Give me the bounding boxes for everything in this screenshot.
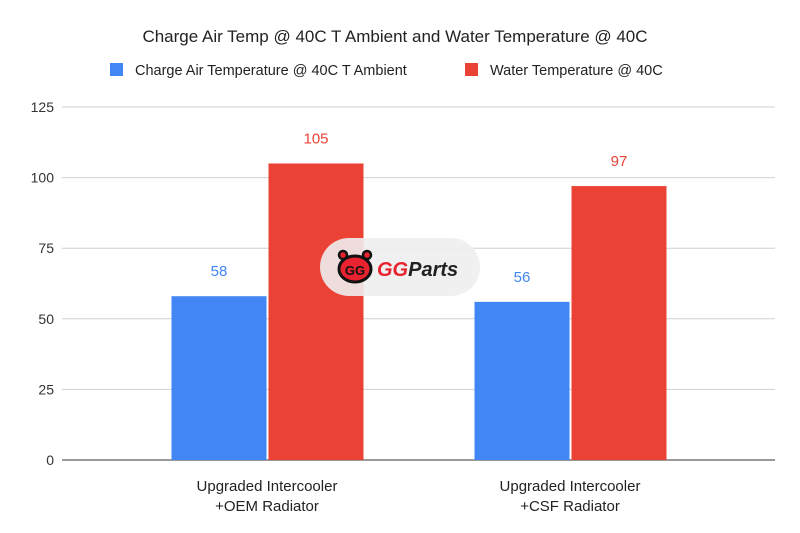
bars: 58 105 56 97 [171,130,667,461]
mascot-icon: GG [337,249,373,284]
y-tick-label: 125 [31,99,55,115]
x-tick-label: Upgraded Intercooler [500,478,641,495]
data-label: 56 [514,269,531,286]
svg-text:GG: GG [345,263,365,278]
bar [171,296,267,460]
data-label: 58 [211,263,228,280]
y-tick-label: 25 [38,381,54,397]
legend-label: Charge Air Temperature @ 40C T Ambient [135,63,407,79]
chart-title: Charge Air Temp @ 40C T Ambient and Wate… [142,27,647,46]
x-axis-labels: Upgraded Intercooler +OEM Radiator Upgrade… [197,478,641,515]
x-tick-label: +OEM Radiator [215,498,319,515]
watermark-text: GGParts [377,259,458,281]
y-tick-label: 0 [46,452,54,468]
bar [571,186,667,460]
data-label: 105 [303,130,328,147]
y-tick-label: 50 [38,311,54,327]
data-label: 97 [611,153,628,170]
x-tick-label: Upgraded Intercooler [197,478,338,495]
legend: Charge Air Temperature @ 40C T Ambient Wa… [110,63,663,79]
bar [474,301,570,460]
x-tick-label: +CSF Radiator [520,498,620,515]
bar [268,163,364,461]
y-tick-label: 75 [38,240,54,256]
legend-swatch [110,63,123,76]
legend-swatch [465,63,478,76]
legend-label: Water Temperature @ 40C [490,63,663,79]
y-tick-label: 100 [31,170,55,186]
watermark-logo: GG GGParts [320,238,480,296]
